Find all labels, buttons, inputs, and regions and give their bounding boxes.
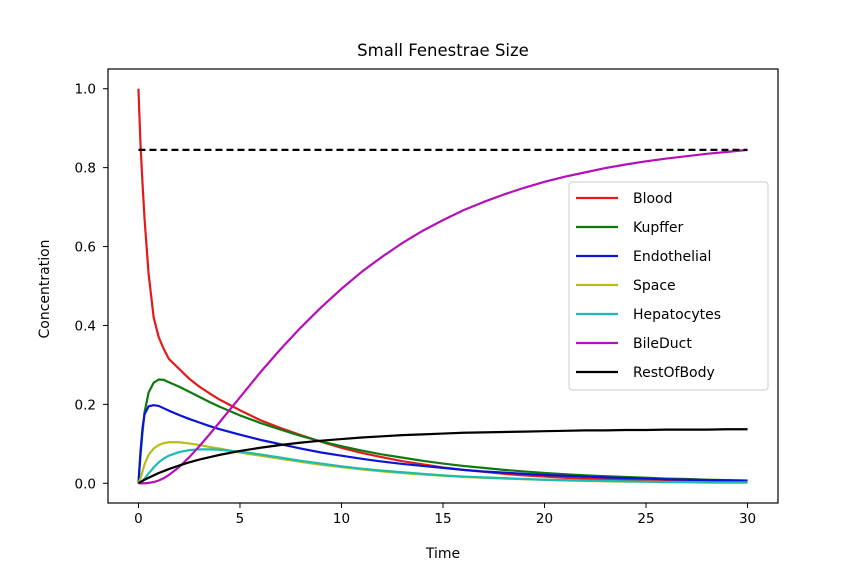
legend-frame xyxy=(568,181,769,391)
x-tick-label: 10 xyxy=(333,511,350,527)
legend: Blood Kupffer Endothelial Space Hepatocytes B… xyxy=(568,181,769,391)
y-tick-label: 1.0 xyxy=(75,82,96,98)
x-tick-label: 20 xyxy=(536,511,553,527)
x-tick-label: 15 xyxy=(434,511,451,527)
legend-label: BileDuct xyxy=(633,336,692,352)
legend-label: Endothelial xyxy=(633,249,711,265)
x-tick-label: 25 xyxy=(637,511,654,527)
x-tick-label: 0 xyxy=(134,511,143,527)
legend-label: Kupffer xyxy=(633,220,684,236)
y-tick-label: 0.8 xyxy=(75,161,96,177)
x-axis-label: Time xyxy=(425,546,460,562)
y-axis-label: Concentration xyxy=(37,239,53,338)
legend-label: Blood xyxy=(633,191,673,207)
series-line-kupffer xyxy=(137,378,748,484)
series-lines xyxy=(137,88,748,485)
x-axis-ticks: 0 5 10 15 20 25 30 xyxy=(134,503,756,527)
legend-label: Hepatocytes xyxy=(633,307,721,323)
y-tick-label: 0.2 xyxy=(75,397,96,413)
x-tick-label: 5 xyxy=(236,511,245,527)
series-line-bileduct xyxy=(138,148,748,485)
y-tick-label: 0.6 xyxy=(75,240,96,256)
legend-label: RestOfBody xyxy=(633,365,715,381)
y-tick-label: 0.4 xyxy=(75,318,96,334)
chart-title: Small Fenestrae Size xyxy=(357,41,529,60)
legend-label: Space xyxy=(633,278,676,294)
series-line-blood xyxy=(137,88,748,484)
y-axis-ticks: 0.0 0.2 0.4 0.6 0.8 1.0 xyxy=(75,82,108,492)
series-line-endothelial xyxy=(137,404,748,484)
plot-area xyxy=(107,68,779,504)
x-tick-label: 30 xyxy=(739,511,756,527)
series-line-restofbody xyxy=(137,428,748,485)
y-tick-label: 0.0 xyxy=(75,476,96,492)
series-line-hepatocytes xyxy=(138,448,748,485)
